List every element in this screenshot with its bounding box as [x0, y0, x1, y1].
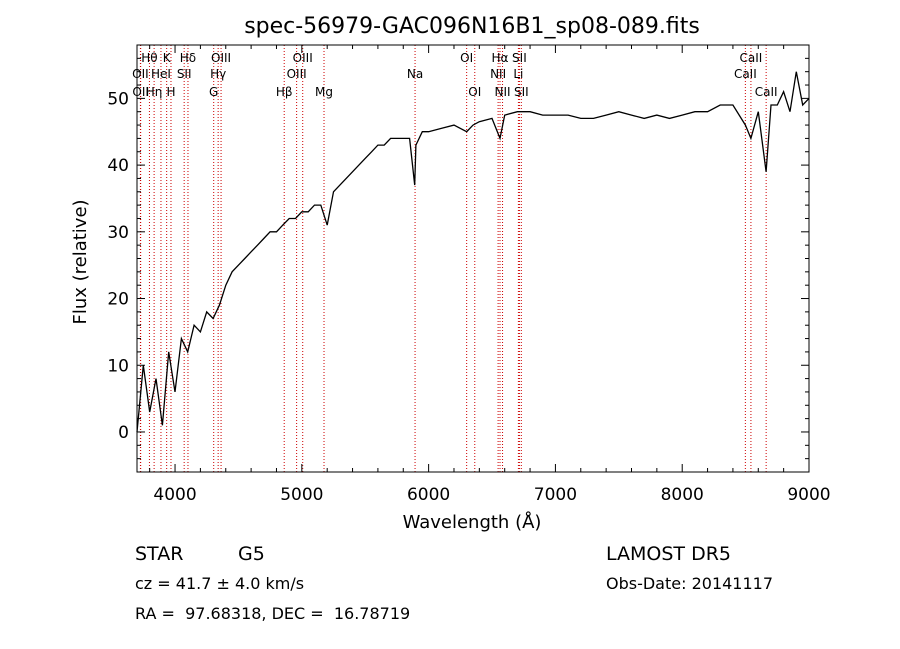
survey-name: LAMOST DR5 [606, 543, 731, 565]
line-marker-label: CaII [740, 51, 763, 65]
line-marker-label: Li [513, 67, 523, 81]
y-tick-label: 40 [107, 156, 129, 176]
line-marker-label: NII [495, 85, 511, 99]
line-marker-label: HeI [151, 67, 171, 81]
line-marker-label: OII [132, 85, 149, 99]
line-marker-label: OII [132, 67, 149, 81]
line-marker-label: Hβ [276, 85, 293, 99]
line-marker-label: G [209, 85, 218, 99]
x-tick-label: 7000 [534, 485, 577, 505]
line-marker-label: CaII [734, 67, 757, 81]
x-axis-label: Wavelength (Å) [403, 511, 542, 533]
line-marker-label: Mg [315, 85, 333, 99]
line-marker-label: OIII [287, 67, 307, 81]
y-tick-label: 20 [107, 290, 129, 310]
redshift-velocity: cz = 41.7 ± 4.0 km/s [135, 574, 305, 593]
x-tick-label: 4000 [153, 485, 196, 505]
line-marker-label: SII [512, 51, 527, 65]
line-marker-label: OIII [293, 51, 313, 65]
line-marker-label: Hδ [180, 51, 196, 65]
y-tick-label: 0 [118, 423, 129, 443]
emission-line-markers [139, 45, 767, 472]
line-marker-label: Na [407, 67, 423, 81]
line-marker-label: Hα [492, 51, 509, 65]
object-class: STAR [135, 543, 184, 565]
spectrum-line [136, 71, 810, 433]
y-tick-label: 10 [107, 356, 129, 376]
plot-frame [136, 44, 810, 473]
line-marker-label: OI [460, 51, 473, 65]
x-tick-label: 6000 [407, 485, 450, 505]
observation-date: Obs-Date: 20141117 [606, 574, 774, 593]
y-tick-label: 50 [107, 89, 129, 109]
line-marker-label: SII [177, 67, 192, 81]
chart-title: spec-56979-GAC096N16B1_sp08-089.fits [244, 14, 700, 39]
y-tick-label: 30 [107, 223, 129, 243]
line-marker-label: OI [468, 85, 481, 99]
line-marker-label: SII [514, 85, 529, 99]
line-marker-label: Hθ [141, 51, 157, 65]
line-marker-label: H [166, 85, 175, 99]
line-marker-label: NII [490, 67, 506, 81]
object-subclass: G5 [238, 543, 265, 565]
line-marker-label: CaII [755, 85, 778, 99]
line-marker-label: Hγ [210, 67, 226, 81]
x-tick-label: 8000 [661, 485, 704, 505]
line-marker-label: Hη [146, 85, 163, 99]
x-tick-label: 9000 [787, 485, 830, 505]
y-axis-label: Flux (relative) [70, 199, 91, 324]
line-marker-label: OIII [211, 51, 231, 65]
sky-coordinates: RA = 97.68318, DEC = 16.78719 [135, 604, 411, 623]
x-tick-label: 5000 [280, 485, 323, 505]
x-axis-ticks: 4000 5000 6000 7000 8000 9000 [149, 45, 831, 505]
y-axis-ticks: 0 10 20 30 40 50 [107, 44, 809, 473]
line-marker-label: K [163, 51, 172, 65]
